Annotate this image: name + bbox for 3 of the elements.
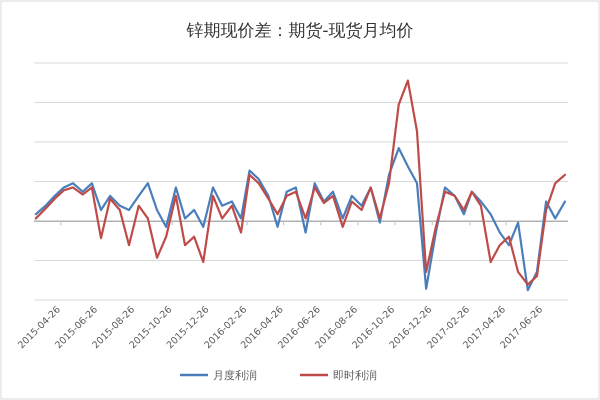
legend-label: 月度利润 — [213, 369, 257, 382]
legend-label: 即时利润 — [333, 369, 377, 382]
chart-title: 锌期现价差：期货-现货月均价 — [185, 21, 414, 41]
